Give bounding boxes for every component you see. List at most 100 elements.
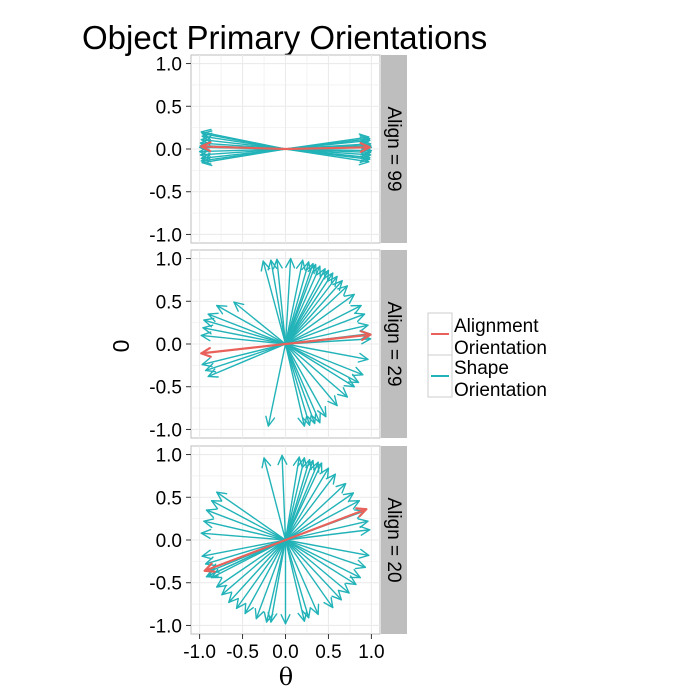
shape-orientation-arrow [265, 343, 287, 427]
alignment-orientation-arrow [200, 342, 287, 358]
shape-orientation-arrow [284, 518, 369, 541]
x-tick-label: 0.5 [315, 642, 341, 663]
shape-orientation-arrow [284, 482, 347, 541]
shape-orientation-arrow [260, 260, 287, 345]
shape-orientation-arrow [284, 263, 318, 345]
shape-orientation-arrow [284, 459, 315, 541]
shape-orientation-arrow [284, 312, 366, 345]
shape-orientation-arrow [284, 456, 303, 541]
shape-orientation-arrow [284, 539, 343, 601]
shape-orientation-series [200, 257, 372, 427]
legend-label-line2: Orientation [454, 338, 547, 359]
alignment-orientation-arrow [284, 330, 372, 346]
shape-orientation-arrow [284, 269, 330, 345]
shape-orientation-arrow [284, 293, 355, 345]
shape-orientation-arrow [284, 343, 308, 427]
shape-orientation-arrow [244, 539, 287, 615]
shape-orientation-arrow [201, 130, 287, 150]
facet-strip: Align = 99 [381, 55, 407, 243]
shape-orientation-arrow [284, 134, 371, 150]
x-tick-label: -0.5 [226, 642, 259, 663]
shape-orientation-arrow [216, 539, 287, 588]
shape-orientation-arrow [233, 301, 287, 345]
y-axis-label: 0 [108, 340, 134, 353]
shape-orientation-arrow [284, 285, 349, 345]
x-tick-label: 0.0 [272, 642, 298, 663]
shape-orientation-arrow [284, 539, 334, 609]
panels-layer: 1.0 0.5 0.0 -0.5 -1.0 Align = 99 1.0 0.5 0.0 -0.5… [149, 54, 407, 663]
shape-orientation-arrow [284, 539, 311, 619]
shape-orientation-arrow [201, 343, 287, 368]
shape-orientation-arrow [284, 539, 370, 559]
y-tick-label: -1.0 [149, 420, 182, 441]
legend-label-line2: Orientation [454, 380, 547, 401]
y-tick-label: -1.0 [149, 225, 182, 246]
y-tick-label: -0.5 [149, 574, 182, 595]
shape-orientation-arrow [280, 539, 291, 625]
shape-orientation-arrow [284, 322, 369, 345]
y-tick-label: 1.0 [156, 250, 182, 271]
shape-orientation-arrow [284, 539, 361, 579]
x-tick-label: 1.0 [358, 642, 384, 663]
shape-orientation-arrow [284, 280, 343, 345]
shape-orientation-arrow [284, 261, 312, 345]
facet-strip-background [381, 55, 407, 243]
shape-orientation-arrow [284, 343, 355, 388]
alignment-orientation-arrow [200, 141, 287, 153]
legend-label-line1: Shape [454, 358, 509, 379]
shape-orientation-arrow [284, 343, 369, 363]
shape-orientation-arrow [200, 148, 287, 165]
y-tick-label: -0.5 [149, 183, 182, 204]
shape-orientation-arrow [284, 148, 371, 164]
shape-orientation-arrow [254, 539, 287, 620]
shape-orientation-arrow [228, 539, 287, 604]
alignment-orientation-series [203, 507, 368, 573]
shape-orientation-arrow [200, 331, 287, 345]
panel-2: 1.0 0.5 0.0 -0.5 -1.0 Align = 29 [149, 249, 407, 441]
alignment-orientation-series [200, 141, 371, 153]
y-tick-label: 0.0 [156, 335, 182, 356]
facet-strip-label: Align = 20 [383, 497, 404, 582]
y-tick-label: 1.0 [156, 55, 182, 76]
shape-orientation-arrow [284, 539, 350, 594]
shape-orientation-arrow [221, 539, 287, 596]
shape-orientation-arrow [261, 457, 287, 541]
shape-orientation-arrow [284, 525, 371, 541]
shape-orientation-arrow [277, 454, 288, 541]
panel-3: 1.0 0.5 0.0 -0.5 -1.0 Align = 20 [149, 445, 407, 637]
facet-strip-background [381, 250, 407, 438]
chart-title: Object Primary Orientations [82, 19, 487, 56]
facet-strip-label: Align = 29 [383, 301, 404, 386]
y-ticks: 1.0 0.5 0.0 -0.5 -1.0 [149, 55, 191, 246]
y-ticks: 1.0 0.5 0.0 -0.5 -1.0 [149, 250, 191, 441]
facet-strip-background [381, 446, 407, 634]
shape-orientation-arrow [216, 304, 287, 345]
y-tick-label: 1.0 [156, 446, 182, 467]
shape-orientation-arrow [216, 491, 287, 541]
alignment-orientation-series [200, 330, 372, 358]
alignment-orientation-arrow [284, 142, 371, 153]
panel-1: 1.0 0.5 0.0 -0.5 -1.0 Align = 99 [149, 54, 407, 246]
shape-orientation-arrow [205, 508, 287, 541]
facet-strip: Align = 20 [381, 446, 407, 634]
shape-orientation-arrow [284, 499, 361, 541]
x-axis-label: θ [279, 663, 293, 691]
shape-orientation-arrow [200, 528, 287, 541]
shape-orientation-arrow [207, 343, 287, 378]
shape-orientation-arrow [284, 343, 349, 398]
alignment-orientation-arrow [203, 538, 287, 573]
shape-orientation-arrow [284, 492, 355, 541]
shape-orientation-arrow [235, 539, 287, 610]
alignment-orientation-arrow [284, 507, 368, 542]
shape-orientation-arrow [284, 462, 323, 541]
legend-label-line1: Alignment [454, 316, 539, 337]
shape-orientation-arrow [203, 317, 287, 345]
shape-orientation-arrow [284, 257, 296, 345]
y-tick-label: 0.5 [156, 292, 182, 313]
shape-orientation-arrow [203, 518, 287, 541]
y-tick-label: 0.5 [156, 488, 182, 509]
y-tick-label: -1.0 [149, 616, 182, 637]
